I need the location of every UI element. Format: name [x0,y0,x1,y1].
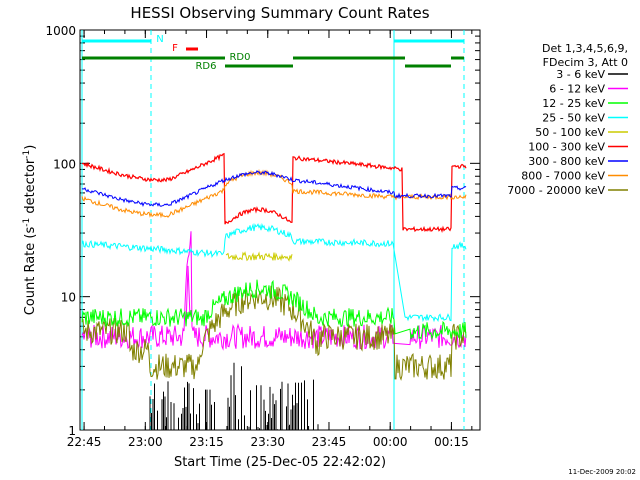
flag-rd6-label: RD6 [195,61,216,72]
series-line-8 [81,285,467,381]
series-line-2 [81,279,467,341]
x-axis-label: Start Time (25-Dec-05 22:42:02) [174,455,386,470]
y-axis-label-part3: ) [23,145,38,150]
x-tick-label-2: 23:15 [189,435,224,449]
saa-night-lines [81,30,465,430]
legend-label-7: 800 - 7000 keV [521,170,605,183]
flag-bars: NF RD0 RD6 [82,34,464,72]
x-tick-label-6: 00:15 [434,435,469,449]
legend-label-4: 50 - 100 keV [535,126,605,139]
y-tick-label-0: 1 [68,424,76,438]
flag-rd0-label: RD0 [229,52,250,63]
series-line-6 [81,170,467,208]
series-line-0 [149,362,319,430]
flag-f-label: F [172,43,178,54]
x-tick-label-0: 22:45 [67,435,102,449]
series-line-1-spike [185,265,191,327]
series-line-7 [81,168,467,219]
footer-date: 11-Dec-2009 20:02 [568,468,636,476]
y-tick-label-2: 100 [53,157,76,171]
axes: 22:45 23:00 23:15 23:30 23:45 00:00 00:15 1 10 10… [45,24,480,449]
x-tick-label-5: 00:00 [373,435,408,449]
y-tick-label-1: 10 [61,291,76,305]
series-lines [81,152,467,430]
legend-header-line1: Det 1,3,4,5,6,9, [542,42,628,55]
series-line-3 [81,222,467,323]
series-line-5 [81,152,467,234]
y-axis-label-part2: detector [23,158,38,218]
y-tick-label-3: 1000 [45,24,76,38]
y-axis-label-sup1: -1 [22,218,32,227]
x-tick-label-3: 23:30 [250,435,285,449]
flag-n-label: N [156,34,163,45]
y-axis-label-sup2: -1 [22,150,32,159]
legend-label-8: 7000 - 20000 keV [507,184,605,197]
legend-label-3: 25 - 50 keV [542,112,605,125]
legend-label-2: 12 - 25 keV [542,97,605,110]
plot-area: 22:45 23:00 23:15 23:30 23:45 00:00 00:15 1 10 10… [45,24,481,449]
y-axis-label-part1: Count Rate (s [23,227,38,316]
legend-label-6: 300 - 800 keV [528,155,605,168]
legend-label-5: 100 - 300 keV [528,141,605,154]
legend-label-0: 3 - 6 keV [556,68,605,81]
y-axis-label: Count Rate (s-1 detector-1) [22,145,38,316]
legend-label-1: 6 - 12 keV [549,83,605,96]
series-line-4 [225,251,293,262]
x-tick-label-1: 23:00 [128,435,163,449]
x-tick-label-4: 23:45 [312,435,347,449]
chart-title: HESSI Observing Summary Count Rates [130,4,429,22]
legend: Det 1,3,4,5,6,9, FDecim 3, Att 0 3 - 6 k… [507,42,628,197]
legend-header-line2: FDecim 3, Att 0 [543,56,628,69]
